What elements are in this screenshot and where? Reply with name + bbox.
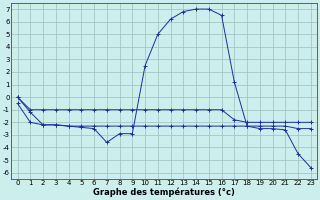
X-axis label: Graphe des températures (°c): Graphe des températures (°c): [93, 188, 235, 197]
